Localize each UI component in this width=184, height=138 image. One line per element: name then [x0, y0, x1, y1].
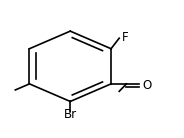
- Text: Br: Br: [64, 108, 77, 121]
- Text: O: O: [142, 79, 151, 92]
- Text: F: F: [122, 31, 129, 44]
